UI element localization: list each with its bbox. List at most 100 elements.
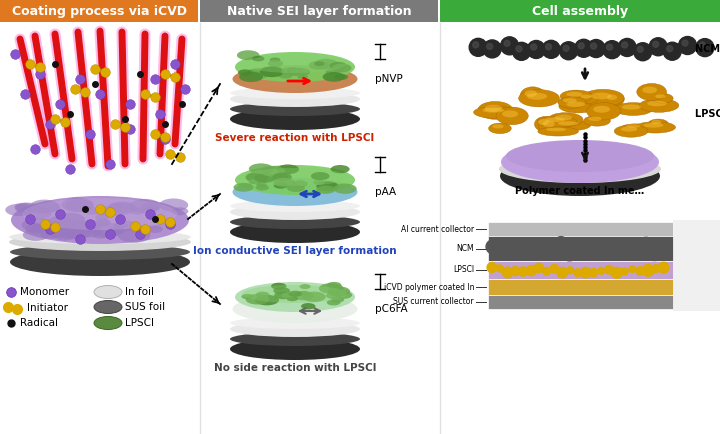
FancyBboxPatch shape xyxy=(488,261,673,279)
Ellipse shape xyxy=(496,107,528,125)
Circle shape xyxy=(624,243,634,254)
Ellipse shape xyxy=(256,292,269,297)
Ellipse shape xyxy=(328,286,350,296)
Text: Radical: Radical xyxy=(20,318,58,328)
Ellipse shape xyxy=(302,292,325,302)
Circle shape xyxy=(487,43,492,49)
Ellipse shape xyxy=(256,180,266,184)
Ellipse shape xyxy=(282,293,294,298)
Ellipse shape xyxy=(326,292,341,299)
Circle shape xyxy=(667,46,672,52)
Ellipse shape xyxy=(603,92,624,106)
Circle shape xyxy=(663,42,681,60)
Text: Severe reaction with LPSCl: Severe reaction with LPSCl xyxy=(215,133,374,143)
Circle shape xyxy=(618,39,636,56)
Ellipse shape xyxy=(287,296,298,301)
Circle shape xyxy=(632,246,642,256)
Circle shape xyxy=(578,43,584,49)
Ellipse shape xyxy=(246,172,269,182)
Ellipse shape xyxy=(230,204,360,220)
Ellipse shape xyxy=(230,87,360,99)
Text: LPSCl: LPSCl xyxy=(453,266,474,274)
Ellipse shape xyxy=(330,62,346,69)
Ellipse shape xyxy=(118,228,150,243)
Ellipse shape xyxy=(642,86,657,93)
FancyBboxPatch shape xyxy=(488,222,673,236)
Ellipse shape xyxy=(554,115,572,120)
Text: Initiator: Initiator xyxy=(27,303,68,313)
Ellipse shape xyxy=(67,220,96,234)
Ellipse shape xyxy=(316,185,336,194)
Circle shape xyxy=(483,40,501,58)
Ellipse shape xyxy=(314,59,338,69)
Ellipse shape xyxy=(331,297,344,302)
Ellipse shape xyxy=(539,117,562,135)
Text: iCVD polymer coated In: iCVD polymer coated In xyxy=(384,283,474,292)
Ellipse shape xyxy=(109,203,124,210)
Circle shape xyxy=(469,38,487,56)
Ellipse shape xyxy=(66,199,94,212)
Ellipse shape xyxy=(300,284,310,289)
Ellipse shape xyxy=(648,119,669,129)
Circle shape xyxy=(513,43,531,60)
Ellipse shape xyxy=(261,166,285,177)
Ellipse shape xyxy=(55,227,81,239)
FancyBboxPatch shape xyxy=(488,236,673,261)
Ellipse shape xyxy=(327,282,341,288)
Circle shape xyxy=(696,39,714,56)
Circle shape xyxy=(518,267,528,276)
Ellipse shape xyxy=(52,229,77,240)
Circle shape xyxy=(546,44,552,50)
Ellipse shape xyxy=(274,287,290,294)
Circle shape xyxy=(513,245,523,256)
Ellipse shape xyxy=(287,184,305,192)
Text: NCM catho…: NCM catho… xyxy=(695,44,720,54)
Ellipse shape xyxy=(314,62,325,66)
Ellipse shape xyxy=(255,295,279,306)
Ellipse shape xyxy=(230,102,360,116)
Ellipse shape xyxy=(239,72,263,82)
Circle shape xyxy=(550,264,559,273)
Text: Ion conductive SEI layer formation: Ion conductive SEI layer formation xyxy=(193,246,397,256)
Ellipse shape xyxy=(546,128,567,132)
Ellipse shape xyxy=(271,283,287,289)
Ellipse shape xyxy=(577,94,598,103)
Ellipse shape xyxy=(246,294,269,305)
Text: No side reaction with LPSCl: No side reaction with LPSCl xyxy=(214,363,376,373)
Ellipse shape xyxy=(233,65,358,93)
Ellipse shape xyxy=(273,178,295,187)
Text: Cell assembly: Cell assembly xyxy=(532,4,628,17)
Ellipse shape xyxy=(76,221,102,233)
Circle shape xyxy=(580,267,591,278)
Circle shape xyxy=(537,243,551,256)
Ellipse shape xyxy=(311,172,330,180)
Ellipse shape xyxy=(549,120,590,131)
Ellipse shape xyxy=(238,69,253,76)
Ellipse shape xyxy=(46,229,65,238)
Ellipse shape xyxy=(140,203,160,212)
Ellipse shape xyxy=(614,125,648,137)
Ellipse shape xyxy=(272,173,292,181)
Ellipse shape xyxy=(55,219,83,232)
Circle shape xyxy=(575,39,593,57)
Circle shape xyxy=(646,243,663,260)
Circle shape xyxy=(516,46,522,52)
Ellipse shape xyxy=(273,174,288,180)
Ellipse shape xyxy=(248,179,259,184)
Ellipse shape xyxy=(492,124,503,128)
Circle shape xyxy=(487,263,497,273)
Ellipse shape xyxy=(94,286,122,299)
Ellipse shape xyxy=(477,102,513,119)
Ellipse shape xyxy=(323,72,345,82)
Circle shape xyxy=(543,267,551,275)
FancyBboxPatch shape xyxy=(673,220,720,311)
Ellipse shape xyxy=(636,83,667,100)
Ellipse shape xyxy=(500,156,660,196)
Ellipse shape xyxy=(319,283,343,294)
Ellipse shape xyxy=(489,123,511,134)
Ellipse shape xyxy=(502,110,518,118)
Ellipse shape xyxy=(558,97,586,108)
Ellipse shape xyxy=(9,233,191,251)
Circle shape xyxy=(496,240,507,250)
Ellipse shape xyxy=(5,204,32,216)
